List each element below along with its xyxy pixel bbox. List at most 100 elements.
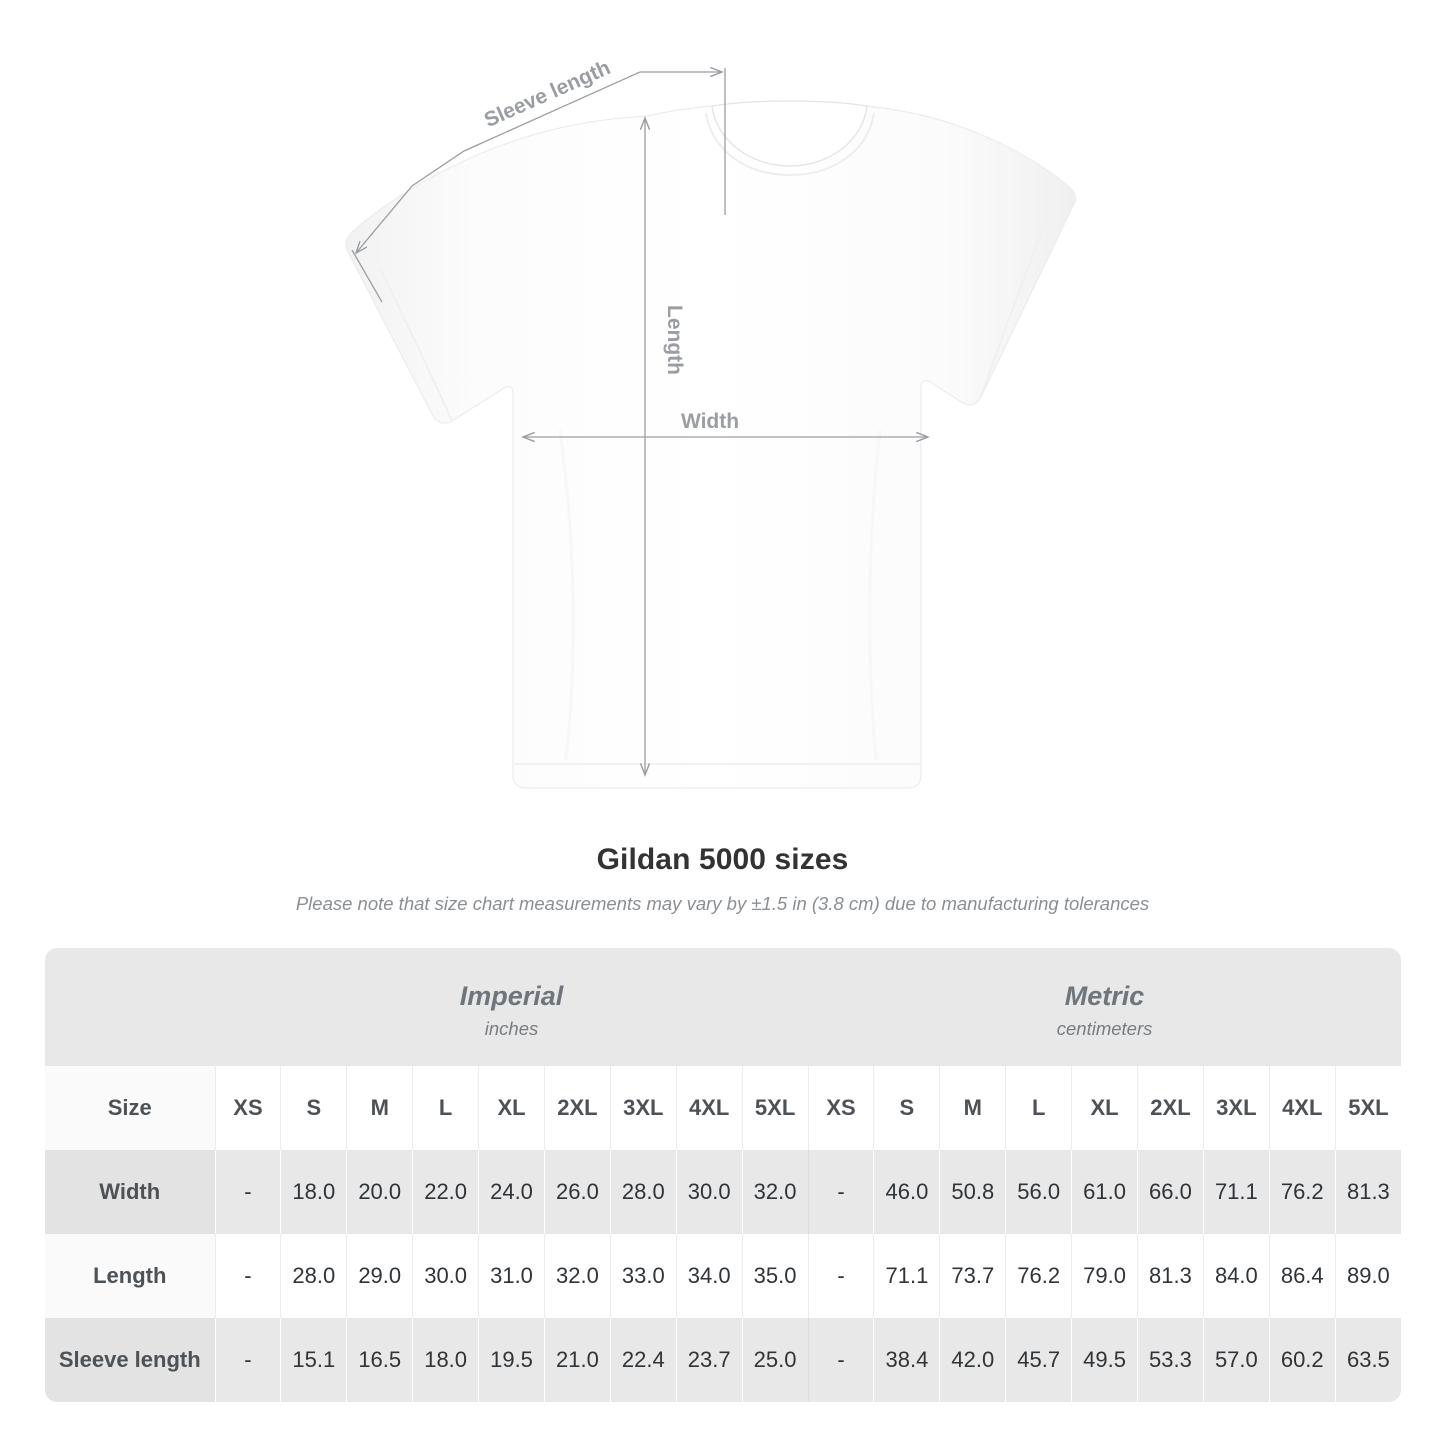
cell-width-imperial-s: 18.0 (280, 1150, 347, 1234)
tshirt-illustration (345, 100, 1077, 789)
cell-sleeve-imperial-4xl: 23.7 (675, 1318, 743, 1402)
size-header-metric-m: M (939, 1066, 1006, 1150)
length-measurement: Length (645, 118, 686, 775)
table-row: Length - 28.0 29.0 30.0 31.0 32.0 33.0 3… (45, 1234, 1402, 1318)
sleeve-length-cuff-tick (351, 249, 383, 303)
cell-sleeve-metric-s: 38.4 (873, 1318, 940, 1402)
cell-sleeve-metric-4xl: 60.2 (1268, 1318, 1336, 1402)
unit-name-imperial: Imperial (459, 981, 564, 1011)
cell-width-metric-s: 46.0 (873, 1150, 940, 1234)
cell-length-imperial-l: 30.0 (412, 1234, 479, 1318)
cell-length-metric-xs: - (807, 1234, 874, 1318)
cell-width-metric-xs: - (807, 1150, 874, 1234)
cell-sleeve-imperial-3xl: 22.4 (609, 1318, 677, 1402)
cell-length-imperial-5xl: 35.0 (741, 1234, 809, 1318)
unit-header-row: Imperial inches Metric centimeters (45, 948, 1402, 1066)
cell-sleeve-imperial-5xl: 25.0 (741, 1318, 809, 1402)
cell-width-imperial-3xl: 28.0 (609, 1150, 677, 1234)
size-table: Imperial inches Metric centimeters Size … (45, 948, 1402, 1402)
cell-length-metric-l: 76.2 (1005, 1234, 1072, 1318)
size-header-imperial-xl: XL (478, 1066, 545, 1150)
tshirt-right-sleeve-hem (980, 227, 1044, 398)
size-header-metric-xl: XL (1071, 1066, 1138, 1150)
unit-sub-imperial: inches (484, 1018, 539, 1039)
page-title: Gildan 5000 sizes (596, 843, 849, 876)
size-header-imperial-xs: XS (214, 1066, 281, 1150)
cell-width-metric-3xl: 71.1 (1202, 1150, 1270, 1234)
row-label-sleeve-length: Sleeve length (45, 1318, 215, 1402)
size-header-imperial-m: M (346, 1066, 413, 1150)
width-label: Width (681, 410, 739, 433)
cell-sleeve-imperial-s: 15.1 (280, 1318, 347, 1402)
width-measurement: Width (523, 410, 928, 437)
cell-sleeve-imperial-2xl: 21.0 (543, 1318, 611, 1402)
cell-length-imperial-3xl: 33.0 (609, 1234, 677, 1318)
cell-width-metric-2xl: 66.0 (1137, 1150, 1204, 1234)
cell-width-imperial-xs: - (214, 1150, 281, 1234)
tshirt-measurement-diagram: Sleeve length Length Width (345, 56, 1077, 789)
cell-length-metric-5xl: 89.0 (1334, 1234, 1402, 1318)
size-header-metric-4xl: 4XL (1268, 1066, 1336, 1150)
sleeve-length-arrow (356, 71, 641, 253)
cell-width-imperial-5xl: 32.0 (741, 1150, 809, 1234)
size-header-imperial-l: L (412, 1066, 479, 1150)
size-header-metric-l: L (1005, 1066, 1072, 1150)
cell-sleeve-metric-m: 42.0 (939, 1318, 1006, 1402)
size-header-imperial-5xl: 5XL (741, 1066, 809, 1150)
size-header-metric-5xl: 5XL (1334, 1066, 1402, 1150)
cell-length-imperial-xs: - (214, 1234, 281, 1318)
length-label: Length (663, 305, 686, 375)
cell-sleeve-metric-5xl: 63.5 (1334, 1318, 1402, 1402)
cell-sleeve-imperial-l: 18.0 (412, 1318, 479, 1402)
tshirt-body-path (345, 105, 1077, 789)
cell-sleeve-metric-xs: - (807, 1318, 874, 1402)
cell-sleeve-metric-2xl: 53.3 (1137, 1318, 1204, 1402)
cell-sleeve-metric-3xl: 57.0 (1202, 1318, 1270, 1402)
size-header-row: Size XS S M L XL 2XL 3XL 4XL 5XL XS S M … (45, 1066, 1402, 1150)
size-header-metric-s: S (873, 1066, 940, 1150)
cell-length-metric-m: 73.7 (939, 1234, 1006, 1318)
unit-header-spacer (45, 948, 215, 1066)
tshirt-fold-right (868, 429, 882, 761)
size-header-imperial-s: S (280, 1066, 347, 1150)
cell-length-imperial-s: 28.0 (280, 1234, 347, 1318)
cell-sleeve-imperial-xl: 19.5 (478, 1318, 545, 1402)
cell-length-imperial-m: 29.0 (346, 1234, 413, 1318)
row-label-length: Length (45, 1234, 215, 1318)
cell-width-imperial-xl: 24.0 (478, 1150, 545, 1234)
cell-length-imperial-2xl: 32.0 (543, 1234, 611, 1318)
size-header-imperial-4xl: 4XL (675, 1066, 743, 1150)
cell-width-imperial-4xl: 30.0 (675, 1150, 743, 1234)
tshirt-left-sleeve-hem (379, 267, 453, 422)
unit-header-imperial: Imperial inches (215, 948, 809, 1066)
tolerance-note: Please note that size chart measurements… (295, 893, 1150, 914)
size-header-imperial-2xl: 2XL (543, 1066, 611, 1150)
cell-length-metric-s: 71.1 (873, 1234, 940, 1318)
cell-width-imperial-m: 20.0 (346, 1150, 413, 1234)
cell-length-imperial-4xl: 34.0 (675, 1234, 743, 1318)
cell-width-metric-xl: 61.0 (1071, 1150, 1138, 1234)
tshirt-collar-ribbing (705, 112, 875, 177)
size-table-container: Imperial inches Metric centimeters Size … (45, 948, 1402, 1402)
cell-width-metric-m: 50.8 (939, 1150, 1006, 1234)
size-header-label: Size (45, 1066, 215, 1150)
cell-width-metric-l: 56.0 (1005, 1150, 1072, 1234)
size-header-metric-3xl: 3XL (1202, 1066, 1270, 1150)
cell-width-imperial-2xl: 26.0 (543, 1150, 611, 1234)
size-header-imperial-3xl: 3XL (609, 1066, 677, 1150)
unit-sub-metric: centimeters (1056, 1018, 1153, 1039)
cell-sleeve-imperial-xs: - (214, 1318, 281, 1402)
size-header-metric-2xl: 2XL (1137, 1066, 1204, 1150)
sleeve-length-label: Sleeve length (481, 56, 614, 132)
cell-length-metric-4xl: 86.4 (1268, 1234, 1336, 1318)
size-header-metric-xs: XS (807, 1066, 874, 1150)
unit-name-metric: Metric (1064, 981, 1145, 1011)
tshirt-fold-left (558, 429, 575, 761)
cell-length-metric-3xl: 84.0 (1202, 1234, 1270, 1318)
cell-sleeve-imperial-m: 16.5 (346, 1318, 413, 1402)
cell-width-imperial-l: 22.0 (412, 1150, 479, 1234)
row-label-width: Width (45, 1150, 215, 1234)
unit-header-metric: Metric centimeters (808, 948, 1402, 1066)
title-block: Gildan 5000 sizes Please note that size … (0, 840, 1445, 918)
